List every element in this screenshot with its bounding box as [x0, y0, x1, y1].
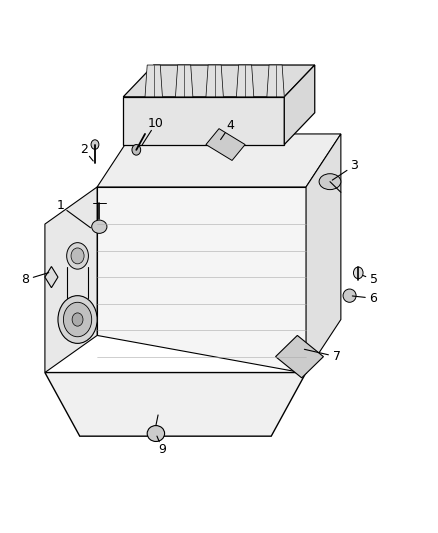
- Text: 6: 6: [370, 292, 378, 305]
- Text: 5: 5: [370, 273, 378, 286]
- Polygon shape: [276, 335, 323, 378]
- Polygon shape: [45, 187, 97, 373]
- Ellipse shape: [132, 144, 141, 155]
- Polygon shape: [145, 65, 162, 97]
- Ellipse shape: [67, 243, 88, 269]
- Polygon shape: [206, 128, 245, 160]
- Polygon shape: [206, 65, 223, 97]
- Polygon shape: [123, 97, 284, 144]
- Text: 1: 1: [56, 199, 64, 212]
- Polygon shape: [97, 134, 341, 187]
- Polygon shape: [267, 65, 284, 97]
- Text: 8: 8: [21, 273, 29, 286]
- Polygon shape: [306, 134, 341, 373]
- Polygon shape: [176, 65, 193, 97]
- Text: 10: 10: [148, 117, 164, 130]
- Ellipse shape: [91, 140, 99, 149]
- Text: 3: 3: [350, 159, 358, 172]
- Ellipse shape: [343, 289, 356, 302]
- Polygon shape: [284, 65, 315, 144]
- Ellipse shape: [353, 267, 363, 279]
- Ellipse shape: [92, 220, 107, 233]
- Polygon shape: [45, 373, 306, 436]
- Text: 7: 7: [332, 350, 340, 363]
- Ellipse shape: [64, 302, 92, 337]
- Text: 9: 9: [159, 443, 166, 456]
- Text: 4: 4: [226, 119, 234, 133]
- Polygon shape: [123, 65, 315, 97]
- Text: 2: 2: [80, 143, 88, 156]
- Ellipse shape: [72, 313, 83, 326]
- Polygon shape: [97, 187, 306, 373]
- Ellipse shape: [147, 425, 165, 441]
- Polygon shape: [237, 65, 254, 97]
- Ellipse shape: [58, 296, 97, 343]
- Ellipse shape: [319, 174, 341, 190]
- Polygon shape: [45, 266, 58, 288]
- Ellipse shape: [71, 248, 84, 264]
